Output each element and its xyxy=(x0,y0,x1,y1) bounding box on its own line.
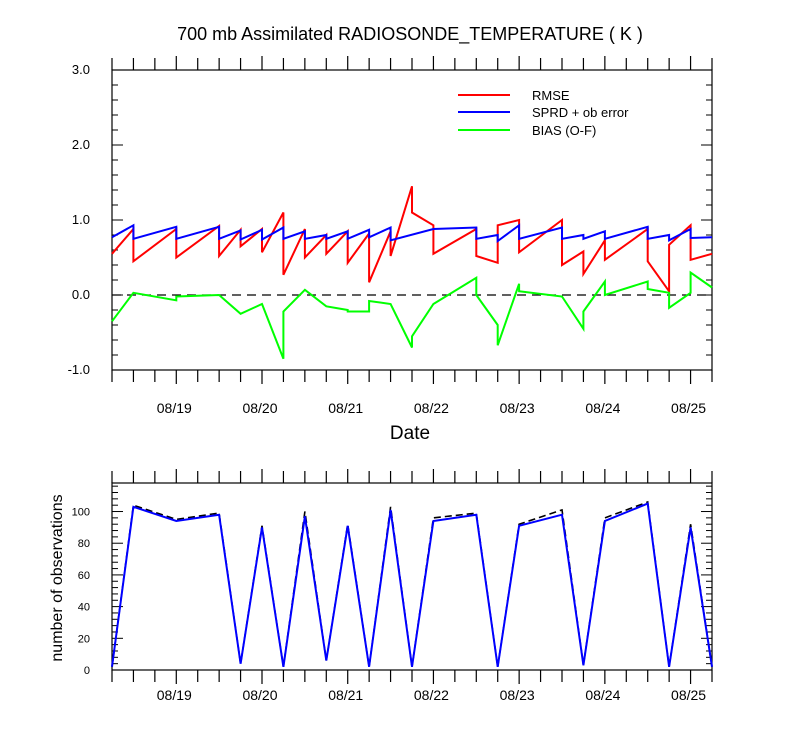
top-y-tick-label: 1.0 xyxy=(72,212,90,227)
bottom-x-tick-label: 08/21 xyxy=(328,687,363,703)
top-series-rmse-line xyxy=(111,186,713,295)
top-x-tick-label: 08/24 xyxy=(585,400,620,416)
top-x-tick-label: 08/20 xyxy=(242,400,277,416)
bottom-y-tick-label: 100 xyxy=(72,507,90,519)
bottom-x-tick-label: 08/22 xyxy=(414,687,449,703)
top-series-bias-o-f-line xyxy=(111,270,713,360)
top-x-tick-label: 08/21 xyxy=(328,400,363,416)
top-x-tick-label: 08/23 xyxy=(500,400,535,416)
top-x-tick-label: 08/19 xyxy=(157,400,192,416)
top-y-tick-label: 0.0 xyxy=(72,287,90,302)
bottom-y-tick-label: 20 xyxy=(78,633,90,645)
bottom-series-possible-line xyxy=(111,500,713,667)
top-x-tick-label: 08/22 xyxy=(414,400,449,416)
top-x-axis-label: Date xyxy=(390,423,430,444)
bottom-x-tick-label: 08/23 xyxy=(500,687,535,703)
top-series-sprd-ob-error-line xyxy=(111,223,713,243)
legend-sprd-label: SPRD + ob error xyxy=(532,105,629,120)
bottom-y-tick-label: 40 xyxy=(78,602,90,614)
bottom-panel: number of observations 0 20 40 60 80 100 08/19… xyxy=(49,469,713,703)
legend-rmse-label: RMSE xyxy=(532,88,570,103)
bottom-x-tick-label: 08/19 xyxy=(157,687,192,703)
bottom-series-assimilated-line xyxy=(111,502,713,667)
legend-bias-label: BIAS (O-F) xyxy=(532,123,596,138)
bottom-y-axis-label: number of observations xyxy=(49,494,66,661)
top-chart-title: 700 mb Assimilated RADIOSONDE_TEMPERATUR… xyxy=(177,24,643,45)
bottom-plot-frame xyxy=(111,482,713,671)
top-panel: 700 mb Assimilated RADIOSONDE_TEMPERATUR… xyxy=(68,24,713,444)
top-y-tick-label: 3.0 xyxy=(72,62,90,77)
bottom-y-tick-label: 80 xyxy=(78,538,90,550)
bottom-x-tick-label: 08/20 xyxy=(242,687,277,703)
top-y-tick-label: -1.0 xyxy=(68,362,90,377)
bottom-y-tick-label: 0 xyxy=(84,665,90,677)
bottom-x-tick-label: 08/25 xyxy=(671,687,706,703)
top-x-tick-label: 08/25 xyxy=(671,400,706,416)
legend: RMSE SPRD + ob error BIAS (O-F) xyxy=(458,88,629,138)
bottom-y-tick-label: 60 xyxy=(78,570,90,582)
bottom-x-tick-label: 08/24 xyxy=(585,687,620,703)
top-y-tick-label: 2.0 xyxy=(72,137,90,152)
